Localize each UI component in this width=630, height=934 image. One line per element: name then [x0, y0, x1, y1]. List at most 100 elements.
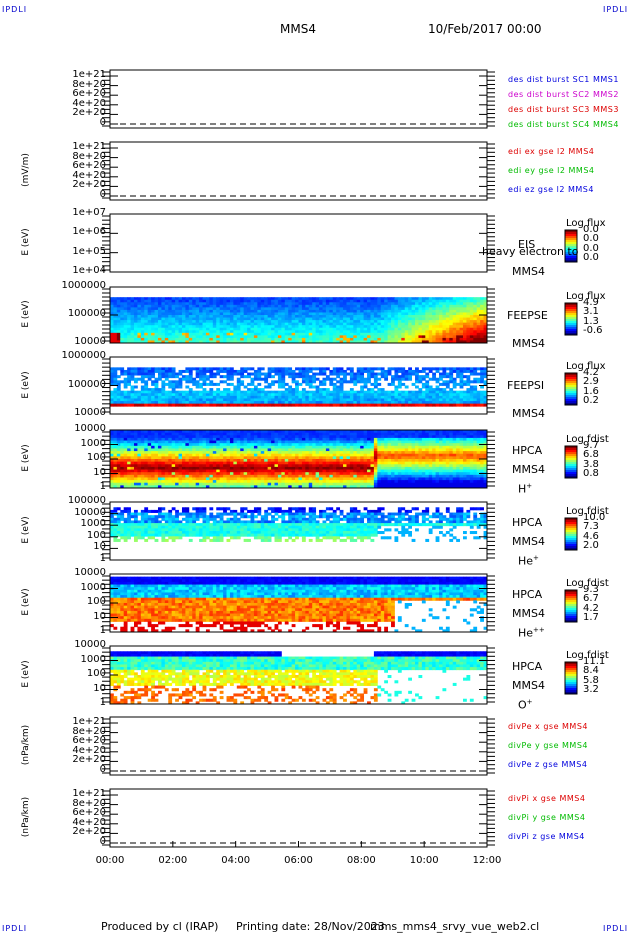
feepsi-heatmap-cell [116, 398, 121, 402]
feepsi-heatmap-cell [284, 372, 289, 376]
feepse-heatmap-cell [343, 302, 347, 306]
feepse-heatmap-cell [195, 309, 200, 313]
feepsi-heatmap-cell [397, 393, 402, 397]
hpca-h-heatmap-cell [325, 482, 330, 486]
hpca-h-heatmap-cell [260, 443, 265, 447]
feepse-heatmap-cell [336, 312, 341, 316]
hpca-h-heatmap-cell [288, 469, 293, 473]
hpca-h-heatmap-cell [298, 485, 303, 489]
hpca-h-heatmap-cell [264, 482, 269, 486]
hpca-h-heatmap-cell [301, 482, 306, 486]
feepse-heatmap-cell [349, 312, 354, 316]
feepsi-heatmap-cell [271, 395, 275, 399]
feepsi-heatmap-cell [240, 390, 245, 394]
feepsi-heatmap-cell [401, 395, 406, 399]
feepse-heatmap-cell [346, 312, 351, 316]
hpca-h-heatmap-cell [226, 464, 231, 468]
hpca-h-heatmap-cell [137, 474, 142, 478]
feepsi-heatmap-cell [209, 375, 214, 379]
feepse-heatmap-cell [205, 307, 210, 311]
feepse-heatmap-cell [116, 330, 121, 334]
hpca-h-heatmap-cell [154, 482, 159, 486]
feepse-heatmap-cell [212, 340, 217, 344]
hpca-h-heatmap-cell [312, 456, 317, 460]
feepse-heatmap-cell [380, 322, 385, 326]
hpca-h-heatmap-cell [223, 485, 227, 489]
hpca-h-heatmap-cell [329, 466, 334, 470]
feepse-heatmap-cell [161, 304, 166, 308]
feepsi-heatmap-cell [240, 401, 245, 405]
feepsi-heatmap-cell [380, 367, 385, 371]
feepse-heatmap-cell [476, 302, 481, 306]
hpca-h-heatmap-cell [322, 485, 327, 489]
feepsi-heatmap-cell [305, 403, 310, 407]
hpca-h-heatmap-cell [250, 432, 255, 436]
hpca-h-heatmap-cell [288, 440, 293, 444]
hpca-h-heatmap-cell [284, 472, 289, 476]
feepse-heatmap-cell [380, 340, 385, 344]
hpca-h-heatmap-cell [175, 453, 179, 457]
hpca-h-heatmap-cell [195, 472, 200, 476]
feepsi-heatmap-cell [442, 390, 447, 394]
feepsi-heatmap-cell [229, 390, 234, 394]
hpca-h-heatmap-cell [127, 448, 131, 452]
feepse-heatmap-cell [202, 297, 207, 301]
hpca-h-heatmap-cell [219, 472, 224, 476]
hpca-h-heatmap-cell [195, 435, 200, 439]
feepse-heatmap-cell [144, 325, 149, 329]
feepse-heatmap-cell [473, 312, 478, 316]
feepsi-heatmap-cell [212, 375, 217, 379]
feepsi-heatmap-cell [411, 398, 416, 402]
feepsi-heatmap-cell [116, 403, 121, 407]
hpca-h-heatmap-cell [260, 485, 265, 489]
hpca-h-heatmap-cell [209, 474, 214, 478]
feepse-heatmap-cell [199, 335, 203, 339]
feepse-heatmap-cell [127, 317, 131, 321]
hpca-h-heatmap-cell [219, 485, 224, 489]
feepsi-heatmap-cell [466, 367, 471, 371]
hpca-h-heatmap-cell [229, 472, 234, 476]
feepsi-heatmap-cell [260, 393, 265, 397]
feepse-heatmap-cell [243, 322, 248, 326]
feepse-heatmap-cell [284, 309, 289, 313]
feepse-heatmap-cell [415, 332, 419, 336]
feepsi-heatmap-cell [284, 388, 289, 392]
hpca-h-heatmap-cell [267, 437, 272, 441]
feepsi-heatmap-cell [367, 395, 371, 399]
feepsi-heatmap-cell [250, 395, 255, 399]
feepsi-heatmap-cell [295, 388, 299, 392]
feepse-heatmap-cell [397, 322, 402, 326]
hpca-h-heatmap-cell [291, 482, 296, 486]
feepse-heatmap-cell [452, 309, 457, 313]
hpca-h-heatmap-cell [281, 485, 286, 489]
hpca-h-heatmap-cell [295, 432, 299, 436]
feepse-heatmap-cell [308, 312, 313, 316]
hpca-h-heatmap-cell [157, 432, 162, 436]
feepsi-heatmap-cell [140, 369, 145, 373]
hpca-h-heatmap-cell [253, 432, 258, 436]
feepse-heatmap-cell [295, 322, 299, 326]
eis-colorbar-band [565, 234, 577, 237]
feepse-heatmap-cell [343, 322, 347, 326]
feepse-heatmap-cell [356, 327, 361, 331]
feepsi-heatmap-cell [435, 398, 440, 402]
feepse-heatmap-cell [360, 322, 365, 326]
feepsi-heatmap-cell [226, 369, 231, 373]
hpca-h-heatmap-cell [157, 445, 162, 449]
footer-filename: mms_mms4_srvy_vue_web2.cl [370, 920, 540, 933]
feepse-heatmap-cell [260, 309, 265, 313]
feepse-heatmap-cell [380, 337, 385, 341]
feepsi-heatmap-cell [291, 395, 296, 399]
hpca-h-heatmap-cell [212, 435, 217, 439]
hpca-h-heatmap-cell [236, 485, 241, 489]
feepsi-heatmap-cell [459, 390, 464, 394]
feepse-heatmap-cell [312, 327, 317, 331]
feepse-heatmap-cell [110, 309, 114, 313]
feepsi-heatmap-cell [151, 382, 155, 386]
hpca-h-heatmap-cell [154, 466, 159, 470]
feepsi-heatmap-cell [164, 403, 169, 407]
hpca-h-heatmap-cell [308, 480, 313, 484]
feepse-heatmap-cell [168, 315, 173, 318]
feepse-heatmap-cell [473, 297, 478, 301]
feepse-heatmap-cell [332, 325, 337, 329]
